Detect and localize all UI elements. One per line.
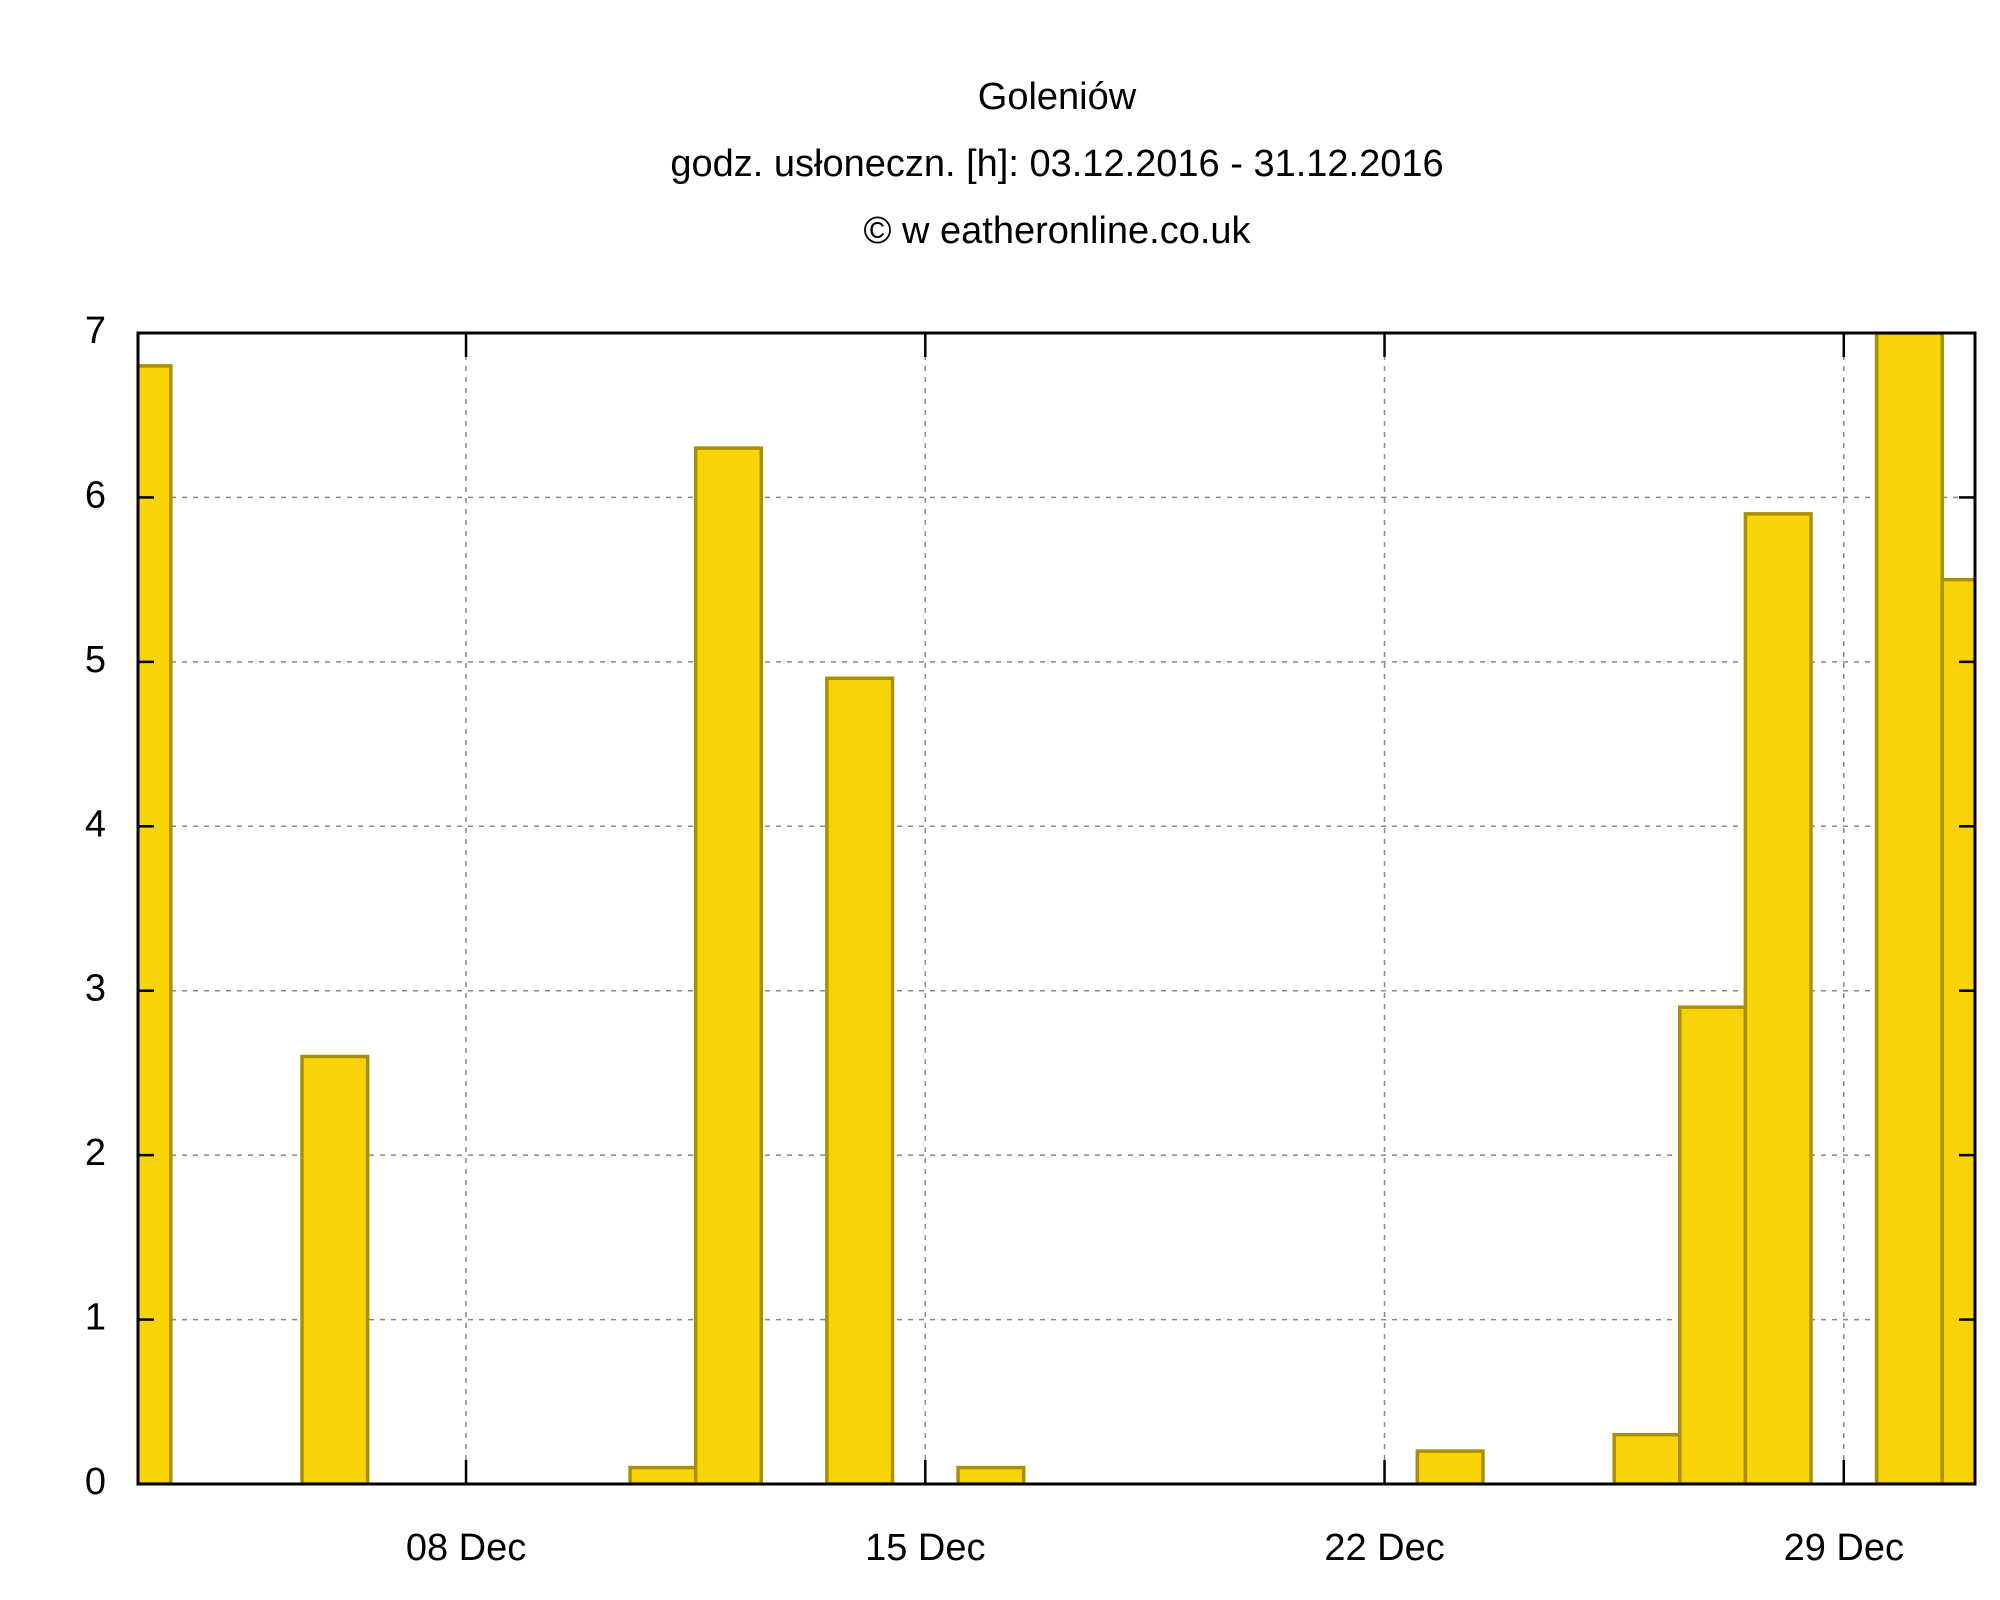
bar [693,446,764,1484]
y-tick-label: 2 [85,1132,106,1174]
bar [956,1465,1026,1484]
plot-frame [136,331,1977,1486]
y-tick-label: 6 [85,474,106,516]
y-tick-label: 0 [85,1461,106,1503]
y-tick-label: 3 [85,968,106,1010]
bar [1612,1432,1682,1484]
x-tick-label: 15 Dec [865,1527,985,1569]
bar [628,1465,698,1484]
bar [1940,577,1975,1484]
x-tick-label: 29 Dec [1784,1527,1904,1569]
bar [138,364,173,1484]
x-tick-label: 08 Dec [406,1527,526,1569]
grid [138,333,1975,1484]
chart-subtitle: godz. usłoneczn. [h]: 03.12.2016 - 31.12… [670,143,1443,185]
y-tick-label: 1 [85,1297,106,1339]
bar [300,1054,370,1484]
chart-title: Goleniów [978,76,1137,118]
y-tick-label: 5 [85,639,106,681]
bar [825,676,895,1484]
bar [1743,512,1813,1484]
x-tick-label: 22 Dec [1324,1527,1444,1569]
y-tick-label: 4 [85,803,106,845]
bar [1678,1005,1748,1484]
bar [1874,333,1944,1484]
bars [138,333,1975,1484]
copyright: © w eatheronline.co.uk [863,210,1251,252]
bar [1415,1449,1485,1484]
y-tick-label: 7 [85,310,106,352]
